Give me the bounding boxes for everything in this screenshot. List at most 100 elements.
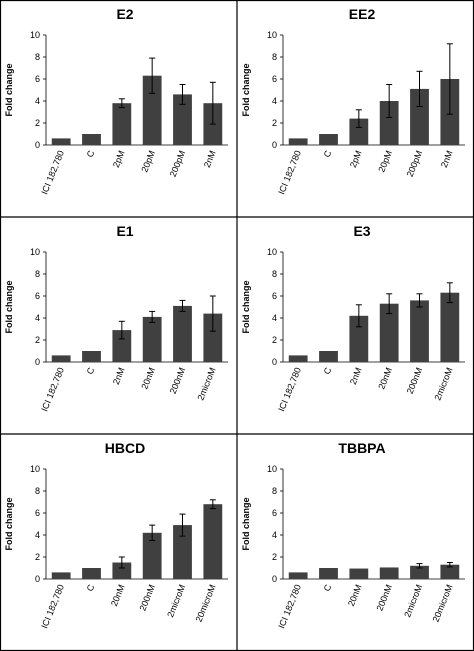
y-axis-label: Fold change bbox=[4, 280, 14, 333]
y-tick-label: 0 bbox=[35, 574, 40, 584]
y-tick-label: 2 bbox=[35, 118, 40, 128]
bar bbox=[410, 565, 429, 579]
bar bbox=[82, 351, 101, 362]
bar bbox=[440, 564, 460, 579]
x-tick-label: ICI 182,780 bbox=[276, 149, 303, 196]
x-tick-label: 20microM bbox=[194, 583, 218, 623]
bar bbox=[440, 292, 460, 362]
bar bbox=[410, 88, 429, 145]
x-tick-label: 2microM bbox=[432, 366, 454, 402]
y-axis-label: Fold change bbox=[241, 63, 251, 116]
chart-title: E1 bbox=[116, 223, 133, 239]
y-tick-label: 6 bbox=[35, 508, 40, 518]
x-tick-label: C bbox=[322, 149, 334, 159]
bar bbox=[379, 303, 399, 362]
error-bar bbox=[149, 310, 156, 323]
error-bar bbox=[209, 499, 216, 510]
x-tick-label: 200nM bbox=[405, 366, 425, 395]
y-tick-label: 0 bbox=[35, 140, 40, 150]
y-tick-label: 6 bbox=[272, 508, 277, 518]
y-tick-label: 8 bbox=[272, 486, 277, 496]
bar bbox=[319, 351, 338, 362]
y-tick-label: 8 bbox=[35, 269, 40, 279]
chart-svg: HBCD Fold change 0 2 4 6 8 10 ICI 182,780 C 20nM 20… bbox=[4, 440, 228, 630]
chart-svg: E1 Fold change 0 2 4 6 8 10 ICI 182,780 C 2nM 20nM 2… bbox=[4, 223, 228, 413]
bar bbox=[82, 568, 101, 579]
error-bar bbox=[446, 562, 453, 568]
y-tick-label: 4 bbox=[272, 96, 277, 106]
chart-svg: TBBPA Fold change 0 2 4 6 8 10 ICI 182,780 C 20nM 2… bbox=[241, 440, 465, 630]
y-tick-label: 6 bbox=[35, 291, 40, 301]
y-tick-label: 6 bbox=[272, 291, 277, 301]
y-tick-label: 2 bbox=[35, 335, 40, 345]
y-tick-label: 10 bbox=[30, 464, 40, 474]
y-axis-label: Fold change bbox=[4, 63, 14, 116]
error-bar bbox=[209, 81, 216, 125]
y-tick-label: 8 bbox=[272, 269, 277, 279]
y-tick-label: 10 bbox=[267, 464, 277, 474]
y-axis-label: Fold change bbox=[241, 280, 251, 333]
error-bar bbox=[149, 57, 156, 94]
chart-title: E2 bbox=[116, 6, 133, 22]
x-tick-label: 2nM bbox=[439, 149, 455, 169]
y-tick-label: 4 bbox=[272, 530, 277, 540]
x-tick-label: C bbox=[85, 583, 97, 593]
chart-panel-tbbpa: TBBPA Fold change 0 2 4 6 8 10 ICI 182,780 C 20nM 2… bbox=[237, 434, 474, 651]
bar bbox=[203, 313, 223, 362]
bar bbox=[349, 568, 369, 579]
bar bbox=[319, 568, 338, 579]
x-tick-label: 2nM bbox=[111, 366, 127, 386]
y-axis-label: Fold change bbox=[241, 497, 251, 550]
chart-panel-ee2: EE2 Fold change 0 2 4 6 8 10 ICI 182,780 C 2pM 20pM… bbox=[237, 0, 474, 217]
bar bbox=[379, 567, 399, 579]
y-tick-label: 10 bbox=[267, 30, 277, 40]
x-tick-label: 20pM bbox=[376, 149, 394, 174]
x-tick-label: 200pM bbox=[405, 149, 425, 178]
y-axis-label: Fold change bbox=[4, 497, 14, 550]
x-tick-label: 2pM bbox=[348, 149, 364, 169]
x-tick-label: 20nM bbox=[139, 366, 157, 391]
error-bar bbox=[416, 563, 423, 569]
error-bar bbox=[386, 84, 393, 118]
error-bar bbox=[355, 304, 362, 328]
chart-title: TBBPA bbox=[338, 440, 385, 456]
chart-panel-e1: E1 Fold change 0 2 4 6 8 10 ICI 182,780 C 2nM 20nM 2… bbox=[0, 217, 237, 434]
x-tick-label: 200nM bbox=[137, 583, 157, 612]
bar bbox=[142, 75, 162, 145]
chart-svg: E2 Fold change 0 2 4 6 8 10 ICI 182,780 C 2pM 20pM 2… bbox=[4, 6, 228, 196]
x-tick-label: 2microM bbox=[195, 366, 217, 402]
x-tick-label: 20nM bbox=[109, 583, 127, 608]
error-bar bbox=[446, 282, 453, 304]
x-tick-label: 20nM bbox=[376, 366, 394, 391]
x-tick-label: ICI 182,780 bbox=[39, 149, 66, 196]
bar bbox=[112, 330, 132, 362]
error-bar bbox=[209, 295, 216, 332]
bar bbox=[173, 94, 192, 145]
x-tick-label: 200pM bbox=[168, 149, 188, 178]
y-tick-label: 4 bbox=[35, 530, 40, 540]
bar bbox=[142, 532, 162, 579]
bar bbox=[288, 355, 308, 362]
y-tick-label: 10 bbox=[30, 247, 40, 257]
bar bbox=[319, 134, 338, 145]
bar bbox=[51, 138, 71, 145]
bar bbox=[203, 504, 223, 579]
x-tick-label: ICI 182,780 bbox=[276, 366, 303, 413]
chart-svg: E3 Fold change 0 2 4 6 8 10 ICI 182,780 C 2nM 20nM 2… bbox=[241, 223, 465, 413]
bar bbox=[51, 355, 71, 362]
error-bar bbox=[179, 513, 186, 537]
y-tick-label: 2 bbox=[272, 335, 277, 345]
error-bar bbox=[386, 293, 393, 315]
x-tick-label: 2nM bbox=[202, 149, 218, 169]
x-tick-label: ICI 182,780 bbox=[276, 583, 303, 630]
chart-svg: EE2 Fold change 0 2 4 6 8 10 ICI 182,780 C 2pM 20pM… bbox=[241, 6, 465, 196]
bar bbox=[142, 316, 162, 362]
y-tick-label: 10 bbox=[30, 30, 40, 40]
x-tick-label: 20microM bbox=[431, 583, 455, 623]
chart-title: EE2 bbox=[349, 6, 376, 22]
x-tick-label: 20nM bbox=[346, 583, 364, 608]
x-tick-label: 200nM bbox=[168, 366, 188, 395]
chart-title: HBCD bbox=[105, 440, 145, 456]
y-tick-label: 0 bbox=[272, 140, 277, 150]
